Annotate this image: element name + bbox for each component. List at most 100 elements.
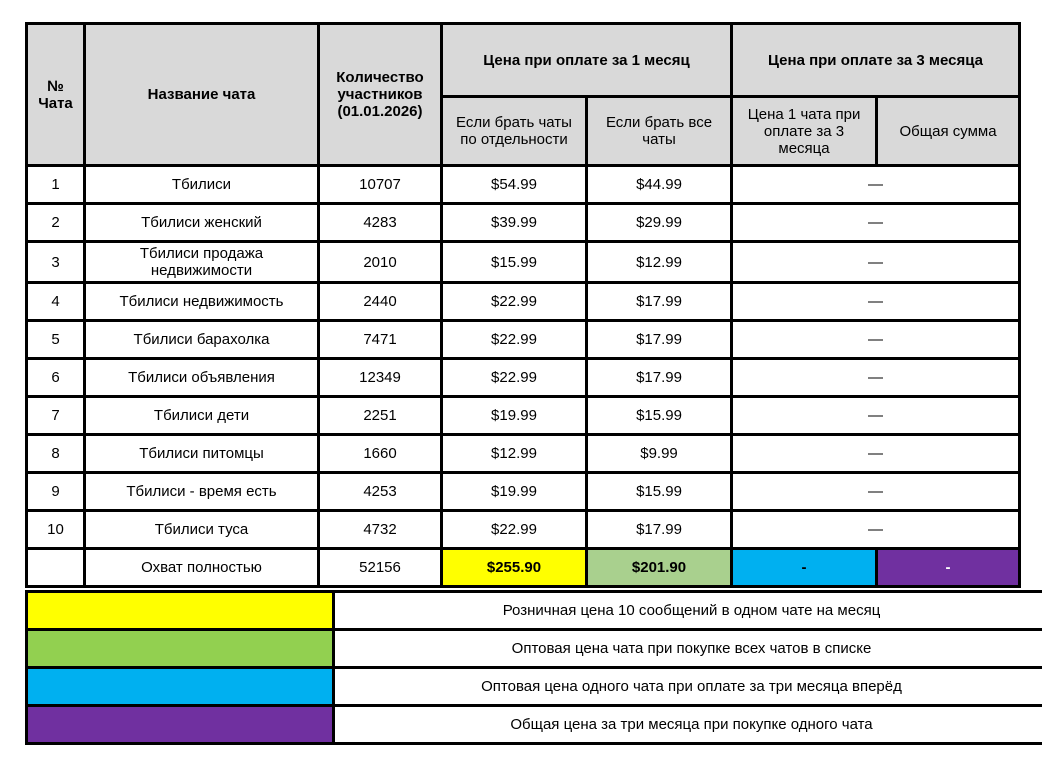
chat-number-cell: 9: [25, 471, 86, 512]
price-individual-cell: $22.99: [440, 509, 588, 550]
chat-name-cell: Тбилиси женский: [83, 202, 320, 243]
chat-name-cell: Тбилиси туса: [83, 509, 320, 550]
price-individual-cell: $22.99: [440, 319, 588, 360]
column-header-participants: Количество участников (01.01.2026): [317, 22, 443, 167]
price-all-chats-cell: $15.99: [584, 395, 734, 436]
participants-cell: 2251: [317, 395, 443, 436]
table-row: 4 Тбилиси недвижимость 2440 $22.99 $17.99—: [25, 281, 1022, 322]
total-price-single-3m-cell: -: [730, 547, 879, 588]
chat-number-cell: 8: [25, 433, 86, 474]
chat-number-cell: 5: [25, 319, 86, 360]
price-all-chats-cell: $29.99: [584, 202, 734, 243]
table-row: 3 Тбилиси продажа недвижимости 2010 $15.99 $…: [25, 240, 1022, 284]
total-sum-3m-cell: -: [875, 547, 1022, 588]
table-row: 2 Тбилиси женский 4283 $39.99 $29.99—: [25, 202, 1022, 243]
chat-name-cell: Тбилиси недвижимость: [83, 281, 320, 322]
column-header-price-single-3m: Цена 1 чата при оплате за 3 месяца: [730, 95, 879, 167]
chat-name-cell: Тбилиси питомцы: [83, 433, 320, 474]
price-all-chats-cell: $12.99: [584, 240, 734, 284]
price-individual-cell: $15.99: [440, 240, 588, 284]
chat-pricing-table: № Чата Название чата Количество участник…: [25, 22, 1022, 588]
header-row-subcolumns: Если брать чаты по отдельности Если брат…: [27, 95, 1022, 167]
price-3m-merged-cell: —: [730, 509, 1022, 550]
participants-cell: 2440: [317, 281, 443, 322]
price-all-chats-cell: $17.99: [584, 319, 734, 360]
column-header-price-all-chats: Если брать все чаты: [584, 95, 734, 167]
legend-label-retail-price: Розничная цена 10 сообщений в одном чате…: [332, 590, 1042, 631]
participants-cell: 2010: [317, 240, 443, 284]
chat-number-cell: 6: [25, 357, 86, 398]
price-individual-cell: $19.99: [440, 471, 588, 512]
price-3m-merged-cell: —: [730, 433, 1022, 474]
chat-name-cell: Тбилиси объявления: [83, 357, 320, 398]
price-individual-cell: $54.99: [440, 164, 588, 205]
price-individual-cell: $19.99: [440, 395, 588, 436]
price-3m-merged-cell: —: [730, 164, 1022, 205]
legend-label-wholesale-all-chats: Оптовая цена чата при покупке всех чатов…: [332, 628, 1042, 669]
chat-number-cell: 3: [25, 240, 86, 284]
legend-row: Общая цена за три месяца при покупке одн…: [25, 704, 1042, 745]
table-row: 9 Тбилиси - время есть 4253 $19.99 $15.99—: [25, 471, 1022, 512]
legend-color-swatch-wholesale-3-months: [25, 666, 335, 707]
legend-label-total-3-months: Общая цена за три месяца при покупке одн…: [332, 704, 1042, 745]
price-all-chats-cell: $44.99: [584, 164, 734, 205]
price-3m-merged-cell: —: [730, 357, 1022, 398]
total-name-cell: Охват полностью: [83, 547, 320, 588]
price-individual-cell: $22.99: [440, 357, 588, 398]
price-all-chats-cell: $17.99: [584, 509, 734, 550]
legend-color-swatch-wholesale-all-chats: [25, 628, 335, 669]
group-header-month3: Цена при оплате за 3 месяца: [730, 22, 1022, 98]
participants-cell: 12349: [317, 357, 443, 398]
column-header-total-sum: Общая сумма: [875, 95, 1022, 167]
chat-name-cell: Тбилиси - время есть: [83, 471, 320, 512]
table-row: 10 Тбилиси туса 4732 $22.99 $17.99—: [25, 509, 1022, 550]
chat-number-cell: 10: [25, 509, 86, 550]
total-price-all-chats-cell: $201.90: [584, 547, 734, 588]
chat-number-cell: 2: [25, 202, 86, 243]
price-individual-cell: $39.99: [440, 202, 588, 243]
participants-cell: 1660: [317, 433, 443, 474]
chat-name-cell: Тбилиси барахолка: [83, 319, 320, 360]
chat-number-cell: 1: [25, 164, 86, 205]
table-row: 7 Тбилиси дети 2251 $19.99 $15.99—: [25, 395, 1022, 436]
total-row: Охват полностью 52156 $255.90 $201.90 - …: [25, 547, 1022, 588]
participants-cell: 10707: [317, 164, 443, 205]
table-row: 8 Тбилиси питомцы 1660 $12.99 $9.99—: [25, 433, 1022, 474]
column-header-price-individual: Если брать чаты по отдельности: [440, 95, 588, 167]
chat-name-cell: Тбилиси дети: [83, 395, 320, 436]
price-individual-cell: $22.99: [440, 281, 588, 322]
total-participants-cell: 52156: [317, 547, 443, 588]
legend-row: Оптовая цена чата при покупке всех чатов…: [25, 628, 1042, 669]
participants-cell: 4732: [317, 509, 443, 550]
price-individual-cell: $12.99: [440, 433, 588, 474]
color-legend-table: Розничная цена 10 сообщений в одном чате…: [25, 590, 1042, 745]
column-header-chat-name: Название чата: [83, 22, 320, 167]
total-chat-number-cell: [25, 547, 86, 588]
participants-cell: 4283: [317, 202, 443, 243]
price-all-chats-cell: $17.99: [584, 281, 734, 322]
chat-number-cell: 4: [25, 281, 86, 322]
chat-name-cell: Тбилиси продажа недвижимости: [83, 240, 320, 284]
table-row: 5 Тбилиси барахолка 7471 $22.99 $17.99—: [25, 319, 1022, 360]
legend-row: Розничная цена 10 сообщений в одном чате…: [25, 590, 1042, 631]
legend-row: Оптовая цена одного чата при оплате за т…: [25, 666, 1042, 707]
price-3m-merged-cell: —: [730, 471, 1022, 512]
chat-name-cell: Тбилиси: [83, 164, 320, 205]
price-all-chats-cell: $17.99: [584, 357, 734, 398]
price-all-chats-cell: $9.99: [584, 433, 734, 474]
group-header-month1: Цена при оплате за 1 месяц: [439, 22, 734, 98]
price-3m-merged-cell: —: [730, 281, 1022, 322]
participants-cell: 7471: [317, 319, 443, 360]
price-3m-merged-cell: —: [730, 319, 1022, 360]
price-3m-merged-cell: —: [730, 202, 1022, 243]
table-row: 1 Тбилиси 10707 $54.99 $44.99—: [25, 164, 1022, 205]
price-3m-merged-cell: —: [730, 395, 1022, 436]
legend-color-swatch-total-3-months: [25, 704, 335, 745]
header-row-groups: № Чата Название чата Количество участник…: [25, 22, 1022, 167]
participants-cell: 4253: [317, 471, 443, 512]
column-header-chat-number: № Чата: [25, 22, 86, 167]
price-3m-merged-cell: —: [730, 240, 1022, 284]
chat-number-cell: 7: [25, 395, 86, 436]
legend-color-swatch-retail-price: [25, 590, 335, 631]
